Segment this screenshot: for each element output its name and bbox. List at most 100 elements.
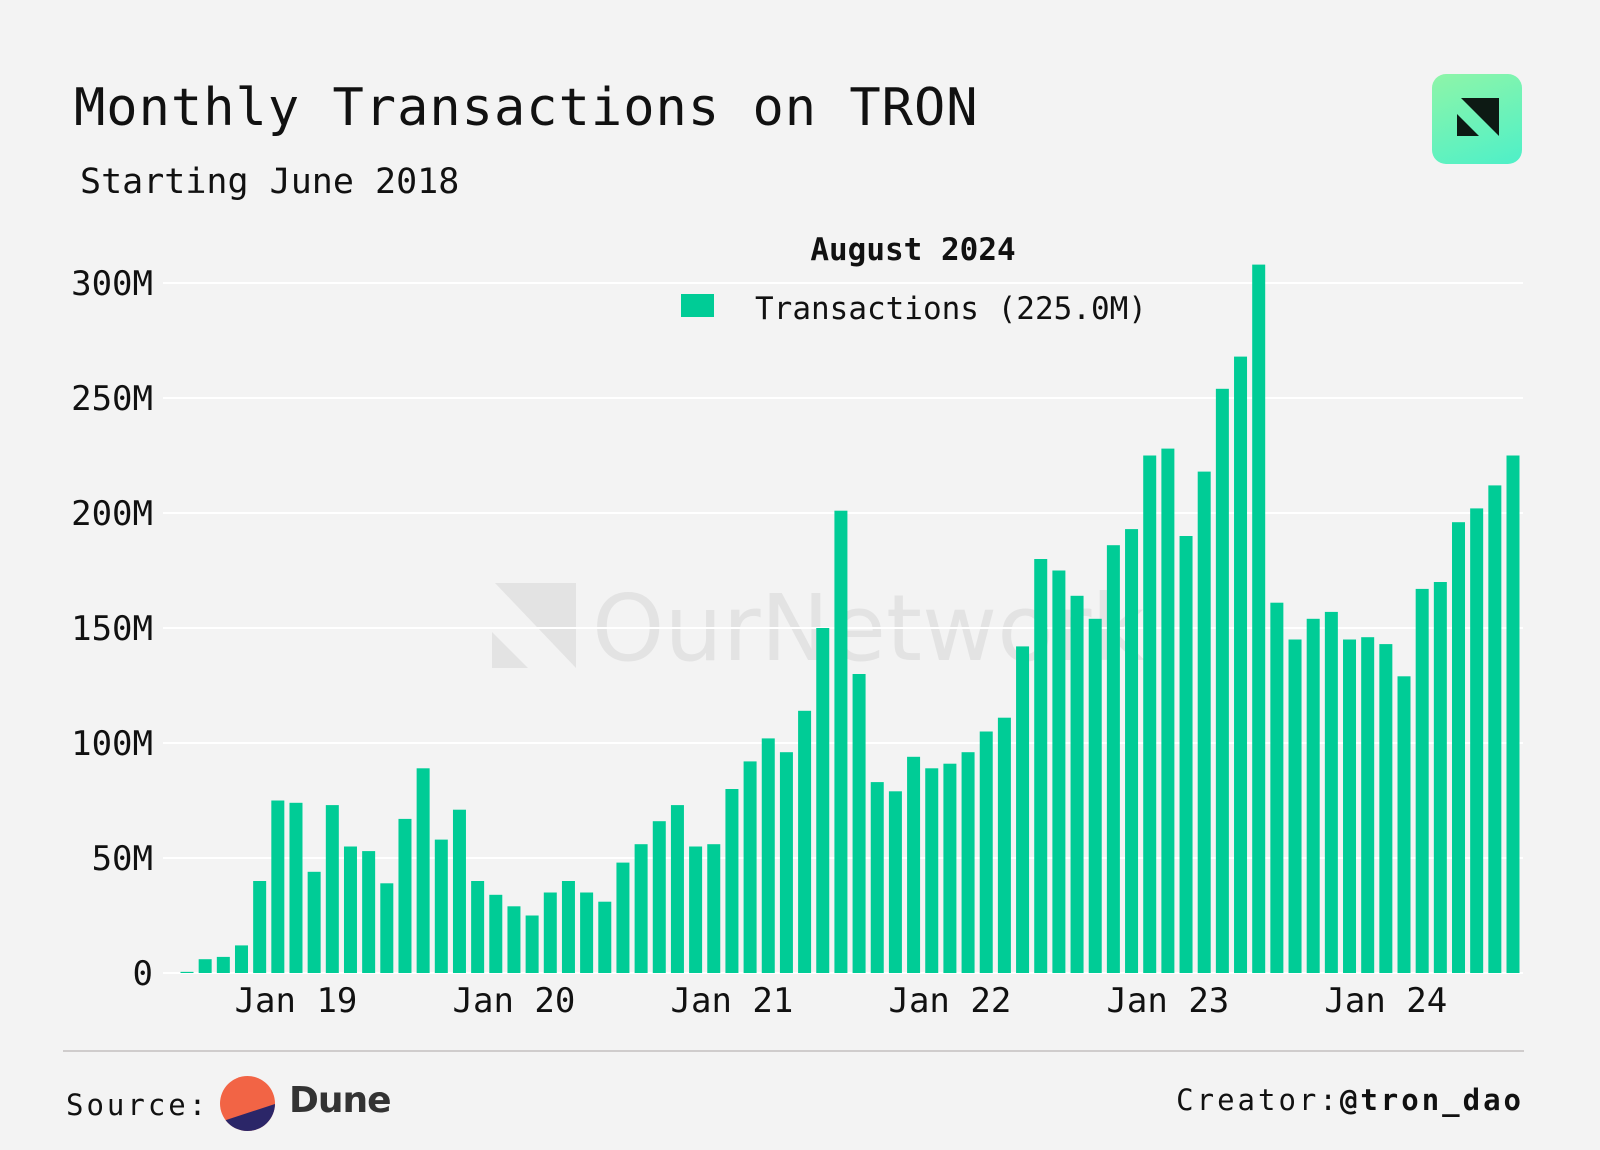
bar[interactable] — [1034, 559, 1048, 973]
bar[interactable] — [1361, 637, 1375, 973]
bar[interactable] — [598, 901, 612, 973]
ournetwork-logo — [1432, 74, 1522, 164]
bar[interactable] — [234, 945, 248, 973]
bar[interactable] — [452, 809, 466, 973]
bar[interactable] — [707, 844, 721, 973]
bar[interactable] — [1306, 618, 1320, 973]
bar[interactable] — [1343, 639, 1357, 974]
bar[interactable] — [798, 710, 812, 973]
creator-handle: @tron_dao — [1339, 1083, 1524, 1117]
x-tick-label: Jan 21 — [671, 981, 794, 1021]
bar[interactable] — [1506, 455, 1520, 974]
bar[interactable] — [979, 731, 993, 974]
bar[interactable] — [761, 738, 775, 973]
bar[interactable] — [471, 881, 485, 973]
y-tick-label: 150M — [71, 609, 153, 649]
bar[interactable] — [416, 768, 430, 973]
bar[interactable] — [1252, 264, 1266, 974]
bar[interactable] — [925, 768, 939, 973]
bar[interactable] — [1197, 471, 1211, 973]
bar[interactable] — [1379, 644, 1393, 973]
x-tick-label: Jan 19 — [235, 981, 358, 1021]
bar[interactable] — [1215, 388, 1229, 973]
bar[interactable] — [1125, 529, 1139, 973]
bar[interactable] — [689, 846, 703, 974]
bar[interactable] — [507, 906, 521, 973]
bar[interactable] — [907, 756, 921, 973]
legend: August 2024 Transactions (225.0M) — [681, 232, 1147, 327]
bar[interactable] — [1052, 570, 1066, 974]
x-tick-label: Jan 24 — [1324, 981, 1447, 1021]
x-tick-label: Jan 22 — [888, 981, 1011, 1021]
bar[interactable] — [1270, 602, 1284, 973]
bar[interactable] — [1179, 536, 1193, 973]
bar[interactable] — [1324, 611, 1338, 973]
legend-title: August 2024 — [810, 232, 1015, 268]
y-tick-label: 0 — [133, 954, 153, 994]
legend-swatch — [681, 294, 714, 317]
creator-label: Creator: — [1176, 1083, 1340, 1117]
bar[interactable] — [271, 800, 285, 974]
bar[interactable] — [852, 674, 866, 973]
bar[interactable] — [670, 805, 684, 973]
bar[interactable] — [1488, 485, 1502, 973]
bar[interactable] — [961, 752, 975, 973]
bar[interactable] — [343, 846, 357, 974]
bar[interactable] — [362, 851, 376, 973]
bar[interactable] — [816, 628, 830, 973]
bar[interactable] — [870, 782, 884, 973]
y-tick-label: 200M — [71, 494, 153, 534]
bar[interactable] — [325, 805, 339, 973]
bar[interactable] — [1397, 676, 1411, 973]
chart-subtitle: Starting June 2018 — [80, 162, 460, 202]
bar[interactable] — [380, 883, 394, 973]
bar[interactable] — [1143, 455, 1157, 974]
x-tick-label: Jan 23 — [1106, 981, 1229, 1021]
bar[interactable] — [634, 844, 648, 973]
bar[interactable] — [1161, 448, 1175, 974]
bar[interactable] — [1070, 595, 1084, 973]
chart-title: Monthly Transactions on TRON — [74, 78, 979, 138]
bar[interactable] — [743, 761, 757, 973]
bar[interactable] — [997, 717, 1011, 973]
bar[interactable] — [652, 821, 666, 973]
bar[interactable] — [725, 789, 739, 973]
bar[interactable] — [543, 892, 557, 974]
bar[interactable] — [888, 791, 902, 973]
footer-divider — [63, 1050, 1524, 1052]
bar[interactable] — [198, 959, 212, 973]
bar[interactable] — [616, 862, 630, 973]
y-tick-label: 50M — [92, 839, 153, 879]
legend-entry: Transactions (225.0M) — [755, 291, 1147, 327]
y-tick-label: 100M — [71, 724, 153, 764]
bar[interactable] — [1106, 545, 1120, 973]
bar[interactable] — [253, 881, 267, 973]
bar[interactable] — [779, 752, 793, 973]
bar[interactable] — [1470, 508, 1484, 973]
bar[interactable] — [398, 818, 412, 973]
ournetwork-logo-icon — [1457, 98, 1499, 136]
bar[interactable] — [1016, 646, 1030, 973]
bar[interactable] — [180, 971, 194, 973]
bar[interactable] — [307, 871, 321, 973]
source-name: Dune — [289, 1080, 392, 1121]
bar[interactable] — [1452, 522, 1466, 973]
bar[interactable] — [1088, 618, 1102, 973]
creator: Creator:@tron_dao — [1176, 1083, 1524, 1117]
bar[interactable] — [434, 839, 448, 973]
bar[interactable] — [525, 915, 539, 974]
bar[interactable] — [489, 894, 503, 973]
source-label: Source: — [66, 1088, 210, 1122]
bar[interactable] — [561, 881, 575, 973]
bar[interactable] — [943, 763, 957, 973]
bar[interactable] — [1433, 582, 1447, 973]
bar[interactable] — [834, 510, 848, 973]
bar[interactable] — [1288, 639, 1302, 974]
bar[interactable] — [216, 956, 230, 973]
bar[interactable] — [1234, 356, 1248, 974]
bar[interactable] — [289, 802, 303, 973]
bar[interactable] — [580, 892, 594, 974]
x-tick-label: Jan 20 — [453, 981, 576, 1021]
bar[interactable] — [1415, 588, 1429, 973]
